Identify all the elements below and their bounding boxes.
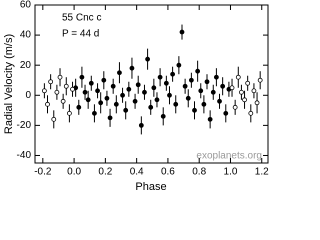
data-point (63, 83, 69, 89)
x-axis-label: Phase (135, 181, 166, 193)
data-point (88, 80, 94, 86)
x-tick-label: -0.2 (34, 167, 52, 178)
data-point (245, 80, 251, 86)
data-point (67, 110, 72, 116)
data-point (70, 86, 75, 92)
data-point (135, 82, 141, 88)
data-point (107, 115, 113, 121)
data-point (101, 77, 107, 83)
data-point (235, 74, 241, 80)
x-tick-label: 1.2 (255, 167, 269, 178)
data-point (57, 74, 63, 80)
data-point (207, 116, 213, 122)
data-point (151, 85, 157, 91)
data-point (157, 74, 163, 80)
data-point (54, 89, 60, 95)
data-point (229, 85, 235, 91)
data-point (76, 104, 82, 110)
y-tick-label: 20 (20, 60, 32, 71)
data-point (188, 77, 194, 83)
annotation: P = 44 d (62, 29, 99, 40)
x-tick-label: 0.6 (161, 167, 175, 178)
data-point (239, 89, 244, 95)
y-tick-label: -40 (17, 150, 32, 161)
data-point (192, 107, 197, 113)
data-point (110, 83, 116, 89)
data-point (92, 110, 97, 116)
x-tick-label: 0.0 (67, 167, 81, 178)
y-tick-label: 60 (20, 0, 32, 11)
x-tick-label: 1.0 (224, 167, 238, 178)
x-tick-label: 0.2 (98, 167, 112, 178)
data-point (213, 74, 219, 80)
data-point (123, 107, 129, 113)
data-point (257, 77, 263, 83)
data-point (163, 80, 169, 86)
data-point (182, 83, 188, 89)
data-point (51, 116, 57, 122)
watermark: exoplanets.org (196, 151, 262, 162)
data-point (232, 104, 238, 110)
x-tick-label: 0.4 (130, 167, 144, 178)
data-point (104, 95, 110, 101)
x-tick-label: 0.8 (192, 167, 206, 178)
data-point (154, 97, 160, 103)
data-point (132, 98, 138, 104)
data-point (148, 104, 154, 110)
data-point (126, 86, 132, 92)
data-point (120, 92, 125, 98)
data-point (176, 62, 182, 68)
data-point (210, 89, 216, 95)
data-point (170, 71, 176, 77)
data-point (254, 100, 260, 106)
chart: 55 Cnc c P = 44 d exoplanets.org Phase R… (3, 0, 269, 193)
data-point (223, 110, 229, 116)
annotation: 55 Cnc c (62, 13, 101, 24)
data-point (41, 88, 47, 94)
data-point (167, 92, 172, 98)
data-point (142, 89, 147, 95)
data-point (85, 97, 91, 103)
data-point (201, 101, 207, 107)
data-point (248, 110, 254, 116)
data-point (160, 113, 166, 119)
y-axis-label: Radial Velocity (m/s) (3, 34, 15, 134)
data-point (98, 100, 104, 106)
data-point (251, 88, 257, 94)
data-point (217, 98, 222, 104)
data-point (242, 97, 247, 103)
data-point (117, 70, 122, 76)
data-point (220, 83, 226, 89)
data-point (204, 79, 210, 85)
plot-frame (34, 4, 269, 164)
data-point (95, 88, 100, 94)
data-point (79, 74, 85, 80)
data-point (145, 56, 150, 62)
data-point (129, 65, 135, 71)
data-point (179, 29, 185, 35)
data-point (82, 89, 88, 95)
data-point (45, 101, 50, 107)
data-point (60, 98, 66, 104)
data-point (113, 101, 119, 107)
data-point (48, 79, 54, 85)
data-point (195, 68, 201, 74)
y-tick-label: 40 (20, 30, 32, 41)
data-point (185, 95, 191, 101)
y-tick-label: -20 (17, 120, 32, 131)
data-point (173, 101, 179, 107)
y-tick-label: 0 (25, 90, 31, 101)
data-point (138, 122, 144, 128)
data-point (198, 88, 204, 94)
